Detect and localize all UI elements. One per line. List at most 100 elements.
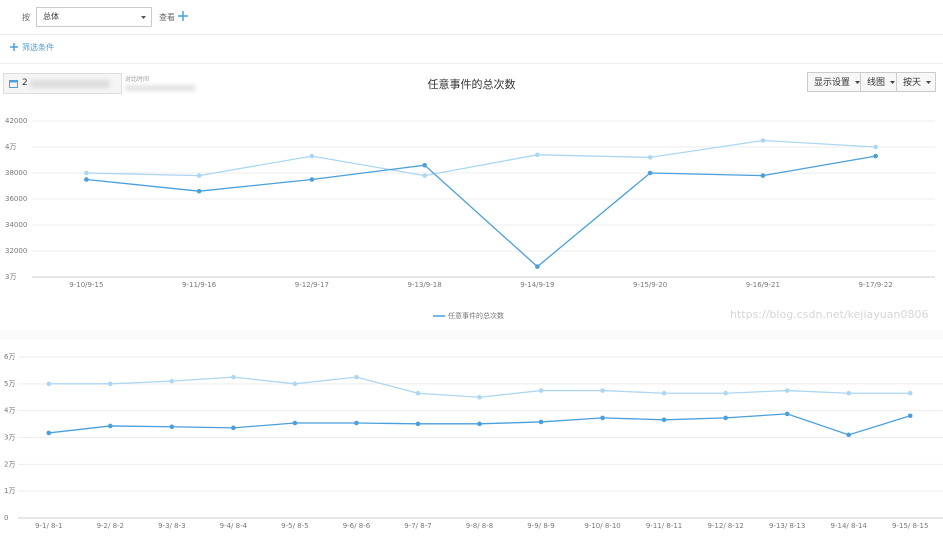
x-tick-label: 9-16/9-21 (746, 281, 780, 289)
y-tick-label: 32000 (5, 247, 27, 255)
caret (855, 81, 861, 84)
view-label: 查看 (159, 13, 175, 22)
data-point (760, 138, 766, 143)
date-picker[interactable]: 2 (3, 73, 122, 94)
chart-title: 任意事件的总次数 (427, 78, 516, 91)
caret (890, 81, 896, 84)
date-prefix: 2 (22, 78, 28, 88)
x-tick-label: 9-3/ 8-3 (158, 522, 185, 530)
data-point (292, 381, 298, 387)
caret (141, 16, 146, 19)
group-label: 按 (22, 13, 30, 22)
data-point (354, 374, 359, 380)
x-tick-label: 9-1/ 8-1 (35, 522, 62, 530)
data-point (647, 155, 653, 160)
data-point (46, 381, 52, 387)
y-tick-label: 1万 (4, 487, 15, 495)
chart-type[interactable]: 线图 (860, 72, 901, 92)
y-tick-label: 3万 (5, 273, 16, 281)
data-point (723, 390, 728, 396)
data-point (784, 388, 790, 393)
data-point (84, 170, 89, 176)
data-point (196, 188, 202, 194)
data-point (415, 421, 421, 427)
data-point (422, 173, 427, 178)
filter-bar: 筛选条件 (0, 35, 943, 64)
x-tick-label: 9-15/ 8-15 (892, 522, 928, 530)
filter-label[interactable]: 筛选条件 (22, 43, 54, 52)
group-select[interactable]: 总体 (36, 7, 152, 27)
group-value: 总体 (43, 12, 59, 21)
data-point (354, 420, 359, 426)
data-point (873, 144, 878, 150)
x-tick-label: 9-12/ 8-12 (707, 522, 743, 530)
blurred-compare (125, 85, 195, 91)
button-label: 按天 (903, 78, 922, 88)
x-tick-label: 9-13/ 8-13 (769, 522, 805, 530)
data-point (760, 173, 766, 178)
x-tick-label: 9-9/ 8-9 (527, 522, 554, 530)
button-label: 线图 (867, 78, 886, 88)
x-tick-label: 9-8/ 8-8 (466, 522, 493, 530)
data-point (535, 152, 540, 158)
x-tick-label: 9-7/ 8-7 (404, 522, 431, 530)
data-point (231, 374, 236, 380)
data-point (196, 173, 202, 178)
divider (0, 330, 943, 340)
legend-label: 任意事件的总次数 (448, 311, 504, 320)
data-point (292, 420, 298, 426)
data-point (538, 419, 544, 425)
data-point (309, 153, 315, 159)
x-tick-label: 9-14/9-19 (520, 281, 554, 289)
data-point (600, 415, 605, 421)
y-tick-label: 5万 (4, 380, 15, 388)
blurred-date (30, 80, 110, 88)
data-point (723, 415, 728, 421)
data-point (846, 390, 851, 396)
y-tick-label: 4万 (4, 407, 15, 415)
x-tick-label: 9-15/9-20 (633, 281, 667, 289)
y-tick-label: 2万 (4, 460, 15, 468)
add-filter-icon[interactable] (10, 43, 18, 51)
data-point (169, 378, 175, 384)
data-point (477, 394, 482, 400)
y-tick-label: 6万 (4, 353, 15, 361)
y-tick-label: 4万 (5, 143, 16, 151)
data-point (873, 153, 878, 159)
x-tick-label: 9-10/9-15 (69, 281, 103, 289)
data-point (600, 388, 605, 393)
data-point (647, 170, 653, 176)
data-point (108, 381, 113, 387)
add-view-icon[interactable] (178, 11, 188, 21)
x-tick-label: 9-6/ 8-6 (343, 522, 371, 530)
x-tick-label: 9-5/ 8-5 (281, 522, 308, 530)
data-point (169, 424, 175, 430)
data-point (415, 390, 421, 396)
data-point (661, 417, 667, 423)
y-tick-label: 0 (4, 514, 8, 522)
y-tick-label: 36000 (5, 195, 27, 203)
interval[interactable]: 按天 (896, 72, 937, 92)
data-point (907, 413, 913, 419)
x-tick-label: 9-11/ 8-11 (646, 522, 682, 530)
y-tick-label: 34000 (5, 221, 27, 229)
watermark: https://blog.csdn.net/kejiayuan0806 (730, 308, 929, 321)
x-tick-label: 9-14/ 8-14 (831, 522, 868, 530)
data-point (231, 425, 236, 431)
data-point (84, 177, 89, 182)
series-line (86, 155, 876, 268)
x-tick-label: 9-17/9-22 (859, 281, 893, 289)
y-tick-label: 42000 (5, 117, 27, 125)
data-point (661, 390, 667, 396)
toolbar: 按 总体 查看 (0, 0, 943, 35)
x-tick-label: 9-11/9-16 (182, 281, 217, 289)
x-tick-label: 9-2/ 8-2 (97, 522, 124, 530)
x-tick-label: 9-4/ 8-4 (220, 522, 248, 530)
data-point (46, 430, 52, 436)
data-point (784, 411, 790, 417)
data-point (108, 423, 113, 429)
data-point (477, 421, 482, 427)
x-tick-label: 9-12/9-17 (295, 281, 329, 289)
